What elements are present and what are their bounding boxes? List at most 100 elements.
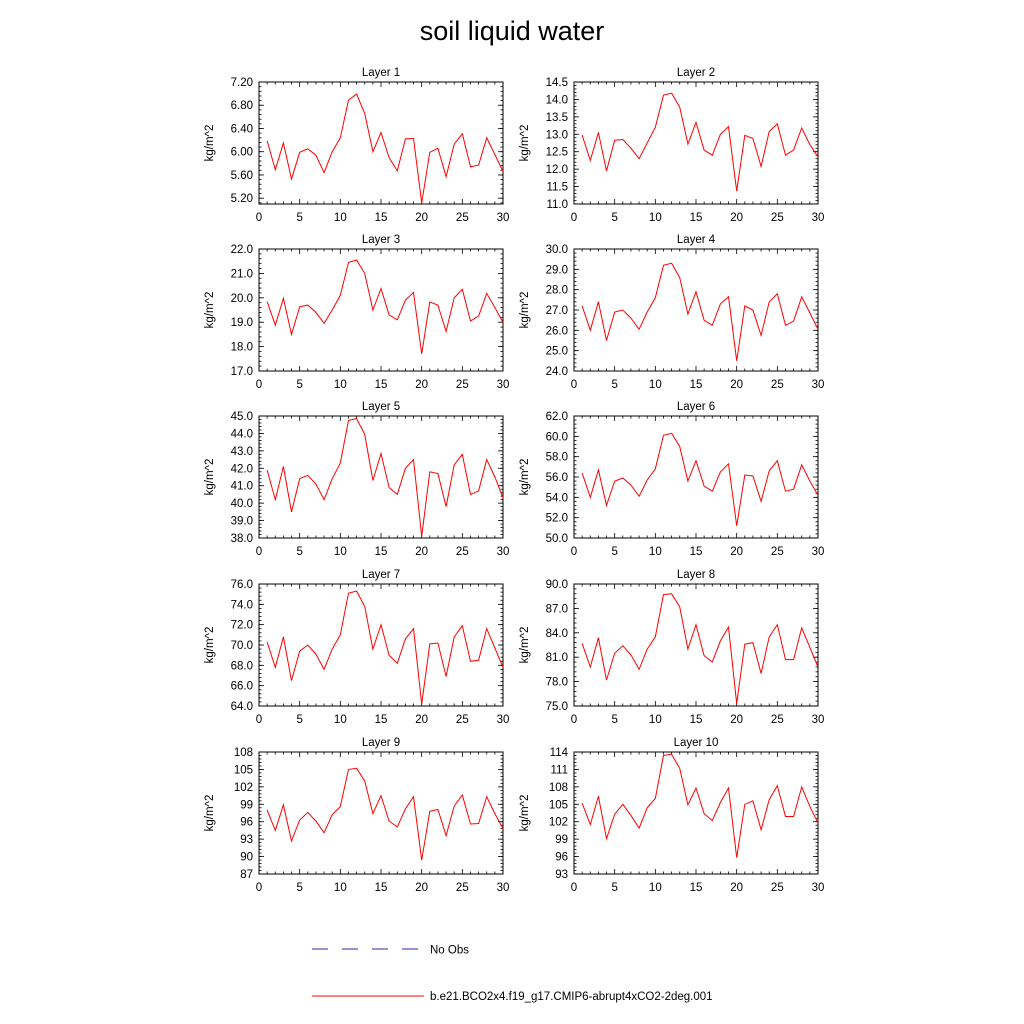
series-line: [266, 767, 504, 861]
panel-title: Layer 7: [362, 569, 400, 581]
legend-entry-obs: No Obs: [312, 945, 469, 957]
y-tick-label: 12.5: [546, 147, 568, 159]
x-tick-label: 10: [334, 882, 347, 894]
y-tick-label: 42.0: [231, 463, 253, 475]
x-tick-label: 15: [690, 546, 703, 558]
x-tick-label: 5: [611, 882, 617, 894]
y-tick-label: 75.0: [546, 701, 568, 713]
x-tick-label: 10: [649, 212, 662, 224]
x-tick-label: 5: [296, 379, 302, 391]
y-tick-label: 114: [550, 747, 569, 759]
panels-container: Layer 1 kg/m^2 0 5 10 15 20 25 30 5.20 5.60 6.00 6.4…: [204, 67, 824, 894]
panel-title: Layer 6: [677, 401, 715, 413]
y-tick-label: 6.00: [231, 147, 253, 159]
y-axis-label: kg/m^2: [519, 459, 531, 496]
x-tick-label: 15: [690, 379, 703, 391]
y-axis-label: kg/m^2: [204, 125, 216, 162]
x-tick-label: 30: [812, 714, 825, 726]
panel-layer-10: Layer 10 kg/m^2 0 5 10 15 20 25 30 93 96 99 102 105 10…: [519, 737, 824, 894]
plot-frame: [573, 81, 819, 205]
y-tick-label: 108: [549, 782, 568, 794]
y-axis-label: kg/m^2: [519, 795, 531, 832]
plot-frame: [258, 415, 504, 539]
x-tick-label: 0: [256, 379, 262, 391]
panel-layer-8: Layer 8 kg/m^2 0 5 10 15 20 25 30 75.0 78.0 81.0 84.…: [519, 569, 824, 726]
plot-frame: [258, 751, 504, 875]
x-tick-label: 5: [611, 714, 617, 726]
x-tick-label: 10: [334, 379, 347, 391]
y-tick-label: 96: [240, 817, 253, 829]
y-tick-label: 24.0: [546, 366, 568, 378]
y-tick-label: 90: [240, 852, 253, 864]
x-tick-label: 25: [771, 546, 784, 558]
plot-frame: [573, 583, 819, 707]
y-tick-label: 105: [549, 799, 568, 811]
y-tick-label: 102: [549, 817, 568, 829]
panel-title: Layer 10: [674, 737, 719, 749]
x-tick-label: 15: [375, 882, 388, 894]
y-tick-label: 62.0: [546, 411, 568, 423]
y-tick-label: 58.0: [546, 452, 568, 464]
y-tick-label: 64.0: [231, 701, 253, 713]
x-tick-label: 20: [730, 546, 743, 558]
y-tick-label: 56.0: [546, 472, 568, 484]
y-tick-label: 11.0: [546, 199, 568, 211]
x-tick-label: 5: [611, 212, 617, 224]
series-line: [581, 593, 819, 704]
x-tick-label: 10: [334, 212, 347, 224]
y-tick-label: 5.20: [231, 193, 253, 205]
y-tick-label: 40.0: [231, 498, 253, 510]
y-tick-label: 44.0: [231, 428, 253, 440]
panel-layer-3: Layer 3 kg/m^2 0 5 10 15 20 25 30 17.0 18.0 19.0 20.…: [204, 234, 509, 391]
x-tick-label: 30: [497, 379, 510, 391]
x-tick-label: 20: [415, 882, 428, 894]
x-tick-label: 25: [456, 882, 469, 894]
y-tick-label: 41.0: [231, 481, 253, 493]
y-tick-label: 50.0: [546, 533, 568, 545]
y-axis-label: kg/m^2: [204, 292, 216, 329]
panel-title: Layer 4: [677, 234, 716, 246]
x-tick-label: 30: [812, 212, 825, 224]
y-tick-label: 68.0: [231, 660, 253, 672]
y-tick-label: 27.0: [546, 305, 568, 317]
y-tick-label: 66.0: [231, 681, 253, 693]
panel-title: Layer 1: [362, 67, 400, 79]
x-tick-label: 30: [497, 546, 510, 558]
panel-layer-2: Layer 2 kg/m^2 0 5 10 15 20 25 30 11.0 11.5 12.0 12.…: [519, 67, 824, 224]
panel-title: Layer 9: [362, 737, 400, 749]
x-tick-label: 5: [296, 546, 302, 558]
x-tick-label: 5: [296, 212, 302, 224]
y-tick-label: 60.0: [546, 431, 568, 443]
x-tick-label: 25: [771, 714, 784, 726]
x-tick-label: 5: [611, 546, 617, 558]
y-tick-label: 18.0: [231, 342, 253, 354]
x-tick-label: 0: [256, 714, 262, 726]
series-line: [581, 432, 819, 526]
y-axis-label: kg/m^2: [204, 795, 216, 832]
x-tick-label: 20: [730, 714, 743, 726]
x-tick-label: 15: [375, 212, 388, 224]
y-tick-label: 29.0: [546, 264, 568, 276]
y-tick-label: 93: [555, 869, 568, 881]
x-tick-label: 10: [334, 546, 347, 558]
y-tick-label: 39.0: [231, 516, 253, 528]
y-tick-label: 5.60: [231, 170, 253, 182]
x-tick-label: 0: [256, 882, 262, 894]
x-tick-label: 30: [812, 546, 825, 558]
x-tick-label: 15: [690, 212, 703, 224]
x-tick-label: 30: [812, 882, 825, 894]
series-line: [581, 262, 819, 361]
x-tick-label: 5: [296, 714, 302, 726]
figure-title: soil liquid water: [420, 16, 605, 46]
x-tick-label: 5: [296, 882, 302, 894]
series-line: [581, 92, 819, 192]
x-tick-label: 30: [497, 212, 510, 224]
x-tick-label: 20: [415, 212, 428, 224]
y-tick-label: 111: [551, 764, 568, 776]
x-tick-label: 25: [456, 546, 469, 558]
y-tick-label: 17.0: [231, 366, 253, 378]
y-tick-label: 70.0: [231, 640, 253, 652]
x-tick-label: 20: [415, 379, 428, 391]
panel-layer-9: Layer 9 kg/m^2 0 5 10 15 20 25 30 87 90 93 96 99 102 10…: [204, 737, 509, 894]
